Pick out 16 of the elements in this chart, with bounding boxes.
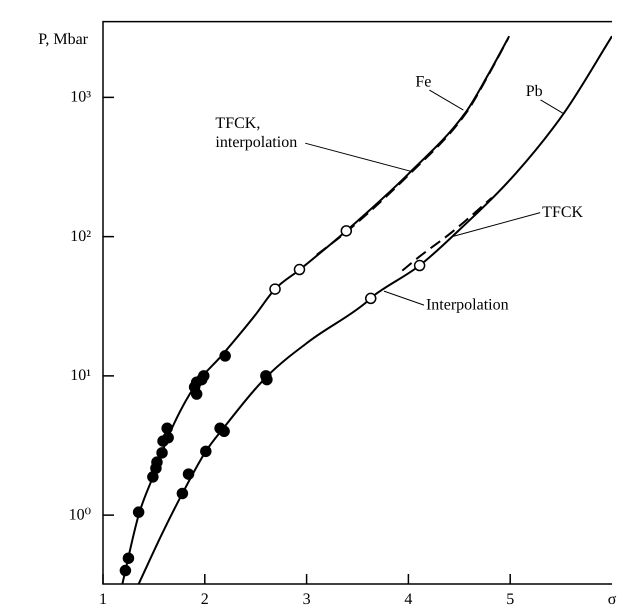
annotation: Fe (415, 73, 432, 90)
x-tick-label: 1 (99, 590, 107, 608)
y-axis-title: P, Mbar (38, 30, 89, 48)
y-tick-label: 10⁰ (68, 506, 91, 524)
annotation: TFCK (542, 204, 584, 221)
x-tick-label: 5 (506, 590, 514, 608)
annotation: Pb (526, 83, 543, 100)
x-tick-label: 4 (404, 590, 412, 608)
y-tick-label: 10¹ (70, 367, 92, 384)
x-axis-title: σ (608, 591, 617, 608)
y-tick-label: 10³ (70, 88, 92, 106)
x-tick-label: 2 (200, 590, 209, 608)
annotation: Interpolation (426, 296, 509, 314)
y-tick-label: 10² (70, 228, 92, 245)
annotation: TFCK, interpolation (215, 114, 298, 151)
x-tick-label: 3 (302, 590, 311, 608)
